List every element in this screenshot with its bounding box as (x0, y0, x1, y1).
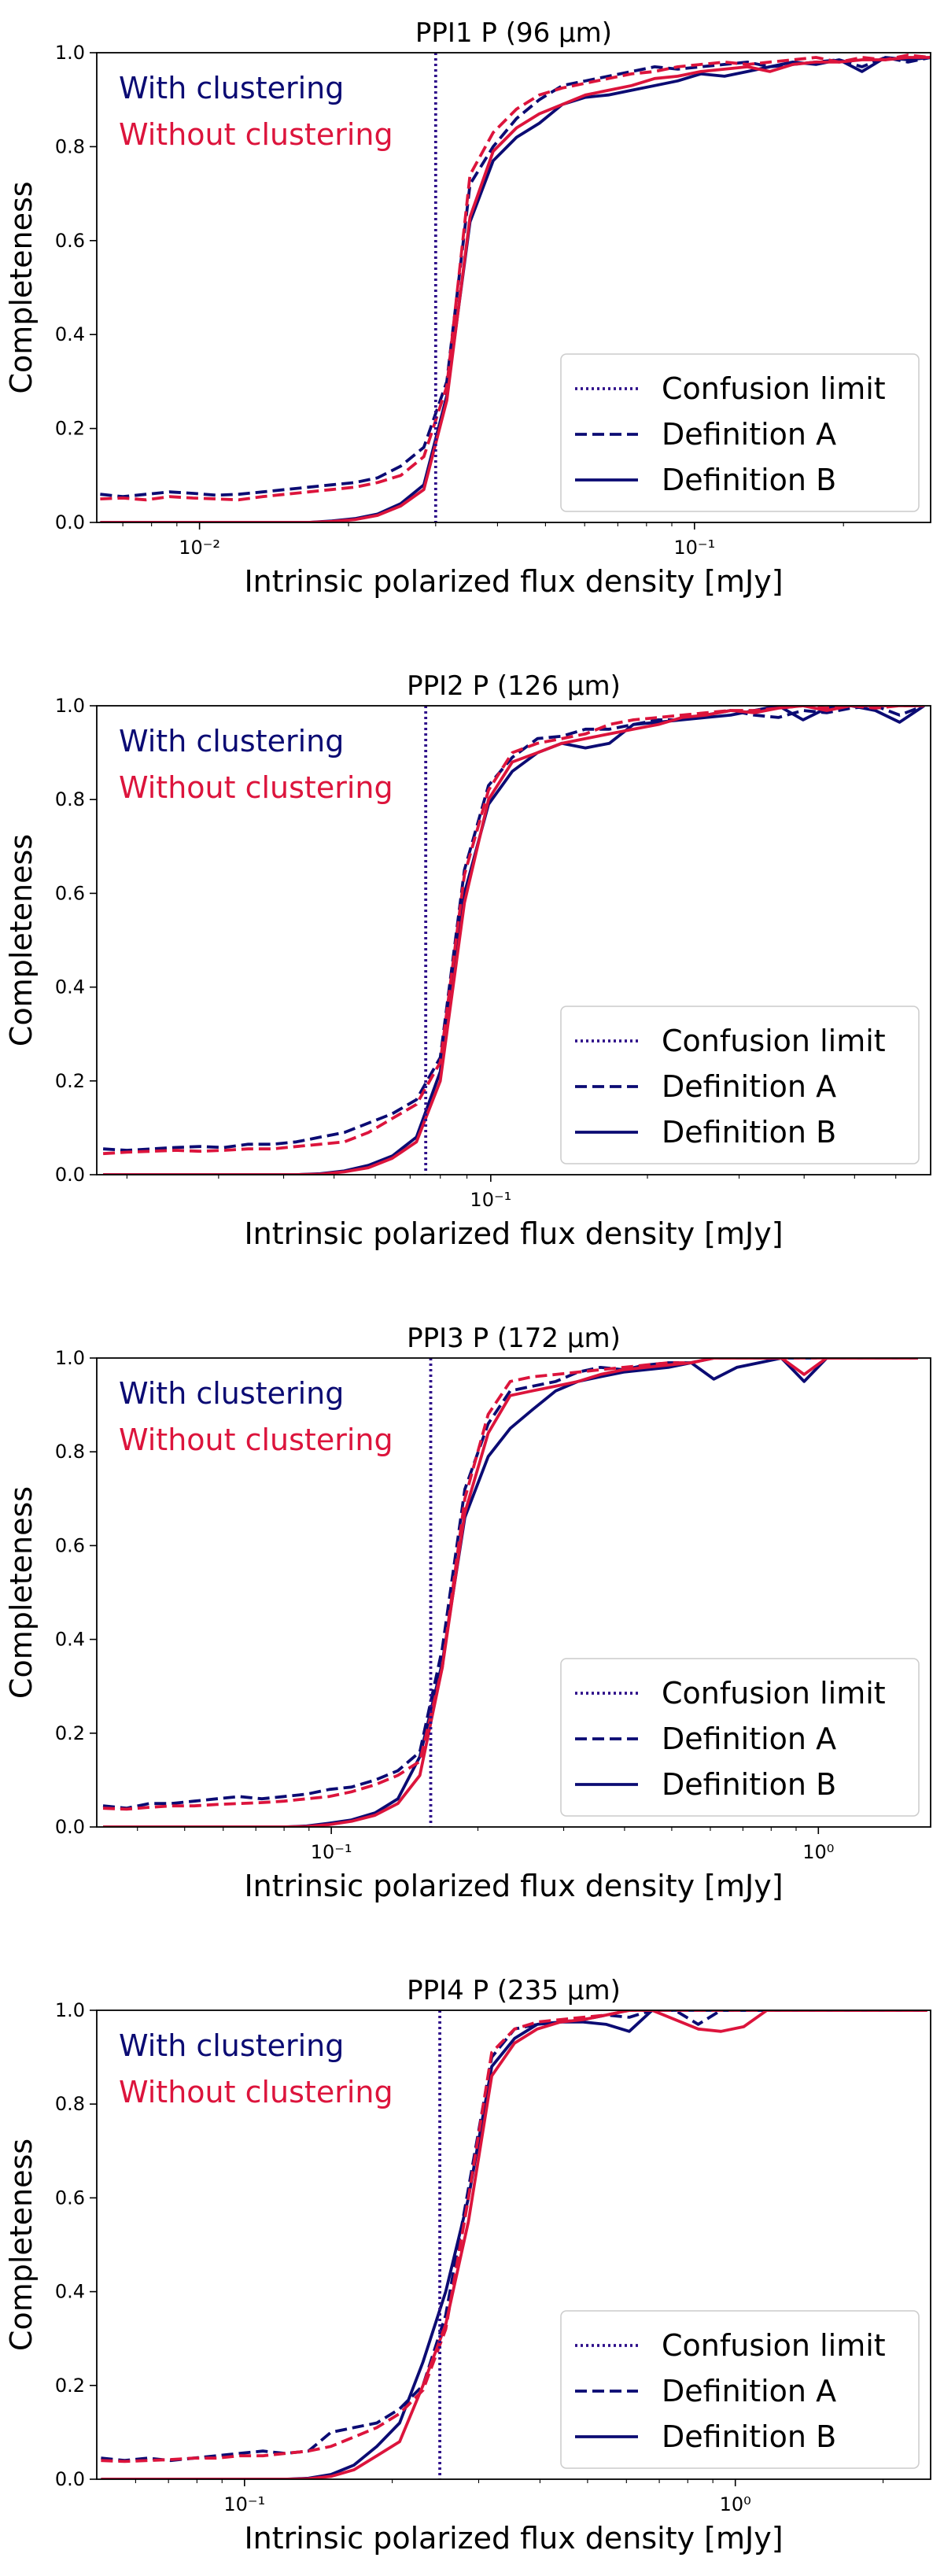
x-tick-label: 10⁻¹ (673, 537, 715, 559)
x-tick-label: 10⁻¹ (223, 2493, 265, 2515)
panel-title: PPI3 P (172 μm) (407, 1323, 621, 1354)
y-axis-label: Completeness (4, 181, 39, 393)
panel-1: PPI1 P (96 μm) 0.0 0.2 0.4 0.6 0.8 1.0 10⁻² 10⁻¹… (4, 17, 931, 599)
y-tick-label: 0.6 (55, 230, 85, 252)
panel-title: PPI4 P (235 μm) (407, 1975, 621, 2006)
annotation-with-clustering: With clustering (119, 2028, 344, 2063)
legend-label: Definition A (662, 1069, 836, 1104)
legend: Confusion limit Definition A Definition B (560, 353, 920, 512)
x-tick-label: 10⁻¹ (470, 1189, 511, 1211)
x-axis-label: Intrinsic polarized flux density [mJy] (244, 1869, 783, 1903)
x-axis-label: Intrinsic polarized flux density [mJy] (244, 1216, 783, 1251)
series-line-with-def-a (102, 706, 925, 1152)
series-line-without-def-a (101, 2010, 927, 2463)
legend-label: Definition A (662, 417, 836, 452)
legend-label: Confusion limit (662, 1024, 886, 1058)
y-tick-label: 0.2 (55, 418, 85, 440)
legend-label: Definition B (662, 2419, 836, 2454)
series-line-without-def-b (103, 1358, 918, 1827)
annotation-with-clustering: With clustering (119, 71, 344, 105)
y-tick-label: 0.2 (55, 1722, 85, 1744)
series-line-without-def-b (101, 2010, 927, 2479)
y-tick-label: 1.0 (55, 42, 85, 64)
series-line-with-def-b (101, 2010, 927, 2479)
legend-label: Definition B (662, 463, 836, 497)
series-line-without-def-a (102, 1358, 918, 1811)
y-tick-label: 0.2 (55, 2375, 85, 2397)
y-tick-label: 0.2 (55, 1070, 85, 1092)
y-axis-label: Completeness (4, 834, 39, 1046)
legend-label: Confusion limit (662, 2328, 886, 2363)
y-tick-label: 0.4 (55, 976, 85, 998)
y-tick-label: 0.8 (55, 2093, 85, 2115)
y-tick-label: 0.0 (55, 2468, 85, 2490)
plot-area (100, 53, 931, 522)
panel-3: PPI3 P (172 μm) 0.0 0.2 0.4 0.6 0.8 1.0 10⁻¹ 10⁰… (4, 1323, 931, 1903)
annotation-with-clustering: With clustering (119, 1376, 344, 1411)
legend-label: Confusion limit (662, 371, 886, 406)
y-axis-label: Completeness (4, 2139, 39, 2351)
plot-area (101, 2010, 927, 2479)
annotation-without-clustering: Without clustering (119, 1423, 393, 1457)
y-tick-label: 0.6 (55, 1534, 85, 1556)
legend: Confusion limit Definition A Definition B (560, 2310, 920, 2469)
annotation-without-clustering: Without clustering (119, 770, 393, 805)
annotation-without-clustering: Without clustering (119, 117, 393, 152)
y-tick-label: 0.8 (55, 1441, 85, 1463)
x-tick-label: 10⁰ (720, 2493, 751, 2515)
legend-box (560, 1658, 920, 1817)
x-axis-label: Intrinsic polarized flux density [mJy] (244, 2521, 783, 2556)
legend-label: Definition A (662, 2374, 836, 2408)
x-tick-label: 10⁻² (179, 537, 220, 559)
legend-box (560, 1006, 920, 1164)
y-tick-label: 0.8 (55, 135, 85, 157)
y-tick-label: 0.8 (55, 788, 85, 810)
x-tick-label: 10⁻¹ (311, 1841, 352, 1863)
y-tick-label: 0.4 (55, 323, 85, 345)
y-tick-label: 1.0 (55, 1347, 85, 1369)
y-tick-label: 0.4 (55, 2281, 85, 2303)
legend-label: Confusion limit (662, 1676, 886, 1711)
plot-area (102, 706, 925, 1175)
y-tick-label: 0.4 (55, 1629, 85, 1651)
panel-2: PPI2 P (126 μm) 0.0 0.2 0.4 0.6 0.8 1.0 10⁻¹ Int… (4, 670, 931, 1251)
plot-frame (96, 52, 931, 523)
panel-4: PPI4 P (235 μm) 0.0 0.2 0.4 0.6 0.8 1.0 10⁻¹ 10⁰… (4, 1975, 931, 2556)
plot-frame (96, 705, 931, 1175)
plot-frame (96, 1357, 931, 1828)
series-line-with-def-b (100, 56, 931, 522)
series-line-without-def-a (100, 54, 931, 502)
panel-title: PPI1 P (96 μm) (415, 17, 612, 49)
panel-title: PPI2 P (126 μm) (407, 670, 621, 702)
y-tick-label: 0.0 (55, 1816, 85, 1838)
plot-area (102, 1358, 918, 1827)
annotation-with-clustering: With clustering (119, 724, 344, 758)
series-line-without-def-b (100, 56, 931, 522)
legend-label: Definition B (662, 1767, 836, 1802)
legend: Confusion limit Definition A Definition B (560, 1006, 920, 1164)
legend-box (560, 353, 920, 512)
legend: Confusion limit Definition A Definition B (560, 1658, 920, 1817)
series-line-without-def-b (103, 706, 924, 1175)
y-tick-label: 1.0 (55, 695, 85, 717)
y-tick-label: 0.0 (55, 511, 85, 533)
y-tick-label: 0.6 (55, 2187, 85, 2209)
y-tick-label: 0.6 (55, 882, 85, 904)
legend-label: Definition B (662, 1115, 836, 1150)
x-axis-label: Intrinsic polarized flux density [mJy] (244, 564, 783, 599)
legend-box (560, 2310, 920, 2469)
legend-label: Definition A (662, 1722, 836, 1756)
series-line-with-def-b (103, 706, 925, 1175)
x-tick-label: 10⁰ (802, 1841, 834, 1863)
y-tick-label: 1.0 (55, 1999, 85, 2021)
plot-frame (96, 2010, 931, 2480)
series-line-with-def-b (103, 1358, 918, 1827)
y-axis-label: Completeness (4, 1486, 39, 1699)
annotation-without-clustering: Without clustering (119, 2075, 393, 2109)
y-tick-label: 0.0 (55, 1164, 85, 1186)
